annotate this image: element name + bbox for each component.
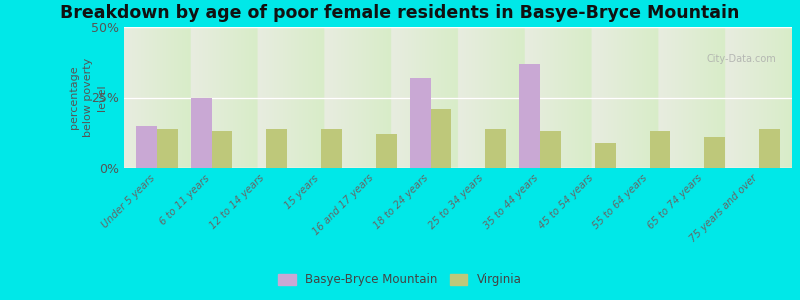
- Bar: [157, 128, 178, 168]
- Bar: [519, 64, 540, 168]
- Bar: [650, 131, 670, 168]
- Bar: [704, 137, 726, 168]
- Bar: [136, 126, 157, 168]
- Bar: [430, 109, 451, 168]
- Text: City-Data.com: City-Data.com: [706, 54, 776, 64]
- Bar: [540, 131, 561, 168]
- Legend: Basye-Bryce Mountain, Virginia: Basye-Bryce Mountain, Virginia: [274, 269, 526, 291]
- Bar: [321, 128, 342, 168]
- Bar: [376, 134, 397, 168]
- Text: Breakdown by age of poor female residents in Basye-Bryce Mountain: Breakdown by age of poor female resident…: [60, 4, 740, 22]
- Y-axis label: percentage
below poverty
level: percentage below poverty level: [70, 58, 107, 137]
- Bar: [410, 78, 430, 168]
- Bar: [191, 98, 212, 168]
- Bar: [759, 128, 780, 168]
- Bar: [486, 128, 506, 168]
- Bar: [212, 131, 233, 168]
- Bar: [266, 128, 287, 168]
- Bar: [595, 142, 616, 168]
